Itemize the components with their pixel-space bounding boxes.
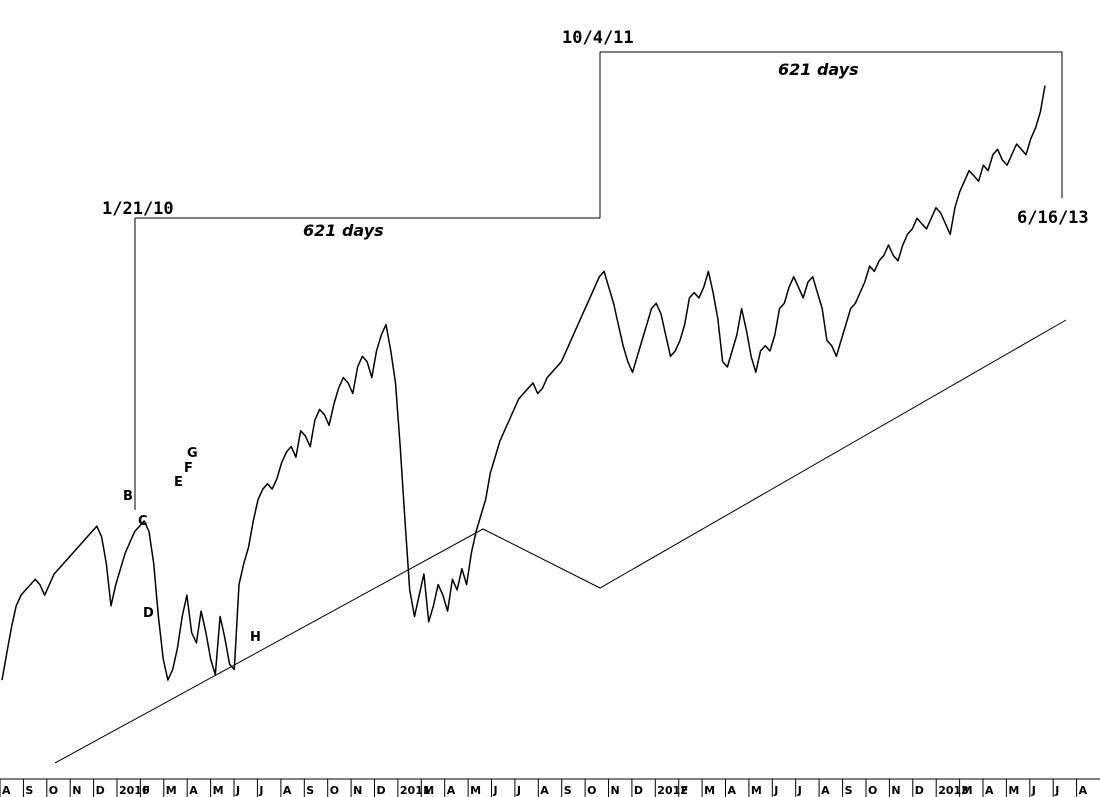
x-tick-label: A (2, 784, 11, 797)
x-tick-label: S (25, 784, 33, 797)
x-tick-label: S (306, 784, 314, 797)
x-tick-label: N (72, 784, 81, 797)
x-tick-label: O (868, 784, 877, 797)
x-tick-label: 2013 (938, 784, 969, 797)
wave-label-e: E (174, 475, 183, 490)
x-tick-label: J (493, 784, 498, 797)
x-tick-label: O (49, 784, 58, 797)
wave-label-h: H (250, 630, 261, 645)
x-tick-label: M (1008, 784, 1019, 797)
x-tick-label: A (189, 784, 198, 797)
wave-label-b: B (123, 489, 133, 504)
x-tick-label: F (142, 784, 150, 797)
x-tick-label: J (1031, 784, 1036, 797)
x-tick-label: J (258, 784, 263, 797)
x-tick-label: O (587, 784, 596, 797)
x-tick-label: O (330, 784, 339, 797)
x-tick-label: S (564, 784, 572, 797)
x-tick-label: A (283, 784, 292, 797)
x-tick-label: A (821, 784, 830, 797)
wave-label-d: D (143, 606, 154, 621)
x-tick-label: J (516, 784, 521, 797)
x-tick-label: 2012 (657, 784, 688, 797)
wave-label-g: G (187, 446, 198, 461)
pivot-date-1-label: 1/21/10 (102, 199, 174, 219)
x-tick-label: F (681, 784, 689, 797)
reference-lines (134, 51, 1063, 510)
span-1-label: 621 days (303, 221, 384, 240)
x-tick-label: D (915, 784, 924, 797)
x-tick-label: M (704, 784, 715, 797)
trendline (54, 319, 1067, 764)
span-2-label: 621 days (778, 60, 859, 79)
target-date-label: 6/16/13 (1017, 208, 1089, 228)
x-tick-label: A (985, 784, 994, 797)
x-tick-label: 2011 (400, 784, 431, 797)
x-tick-label: J (1054, 784, 1059, 797)
x-tick-label: J (797, 784, 802, 797)
x-tick-label: S (845, 784, 853, 797)
x-tick-label: N (891, 784, 900, 797)
x-tick-label: D (377, 784, 386, 797)
wave-label-f: F (184, 461, 193, 476)
pivot-date-2-label: 10/4/11 (562, 28, 634, 48)
x-tick-label: 2010 (119, 784, 150, 797)
x-tick-label: J (235, 784, 240, 797)
x-tick-label: M (423, 784, 434, 797)
x-tick-label: A (728, 784, 737, 797)
x-tick-label: D (96, 784, 105, 797)
x-tick-label: D (634, 784, 643, 797)
x-tick-label: N (611, 784, 620, 797)
x-tick-label: M (962, 784, 973, 797)
price-series-line (1, 85, 1046, 681)
x-tick-label: M (470, 784, 481, 797)
x-tick-label: A (540, 784, 549, 797)
x-tick-label: N (353, 784, 362, 797)
x-tick-label: M (166, 784, 177, 797)
x-tick-label: M (213, 784, 224, 797)
x-tick-label: A (447, 784, 456, 797)
x-tick-label: A (1079, 784, 1088, 797)
wave-label-c: C (138, 514, 148, 529)
x-tick-label: M (751, 784, 762, 797)
x-tick-label: J (773, 784, 778, 797)
